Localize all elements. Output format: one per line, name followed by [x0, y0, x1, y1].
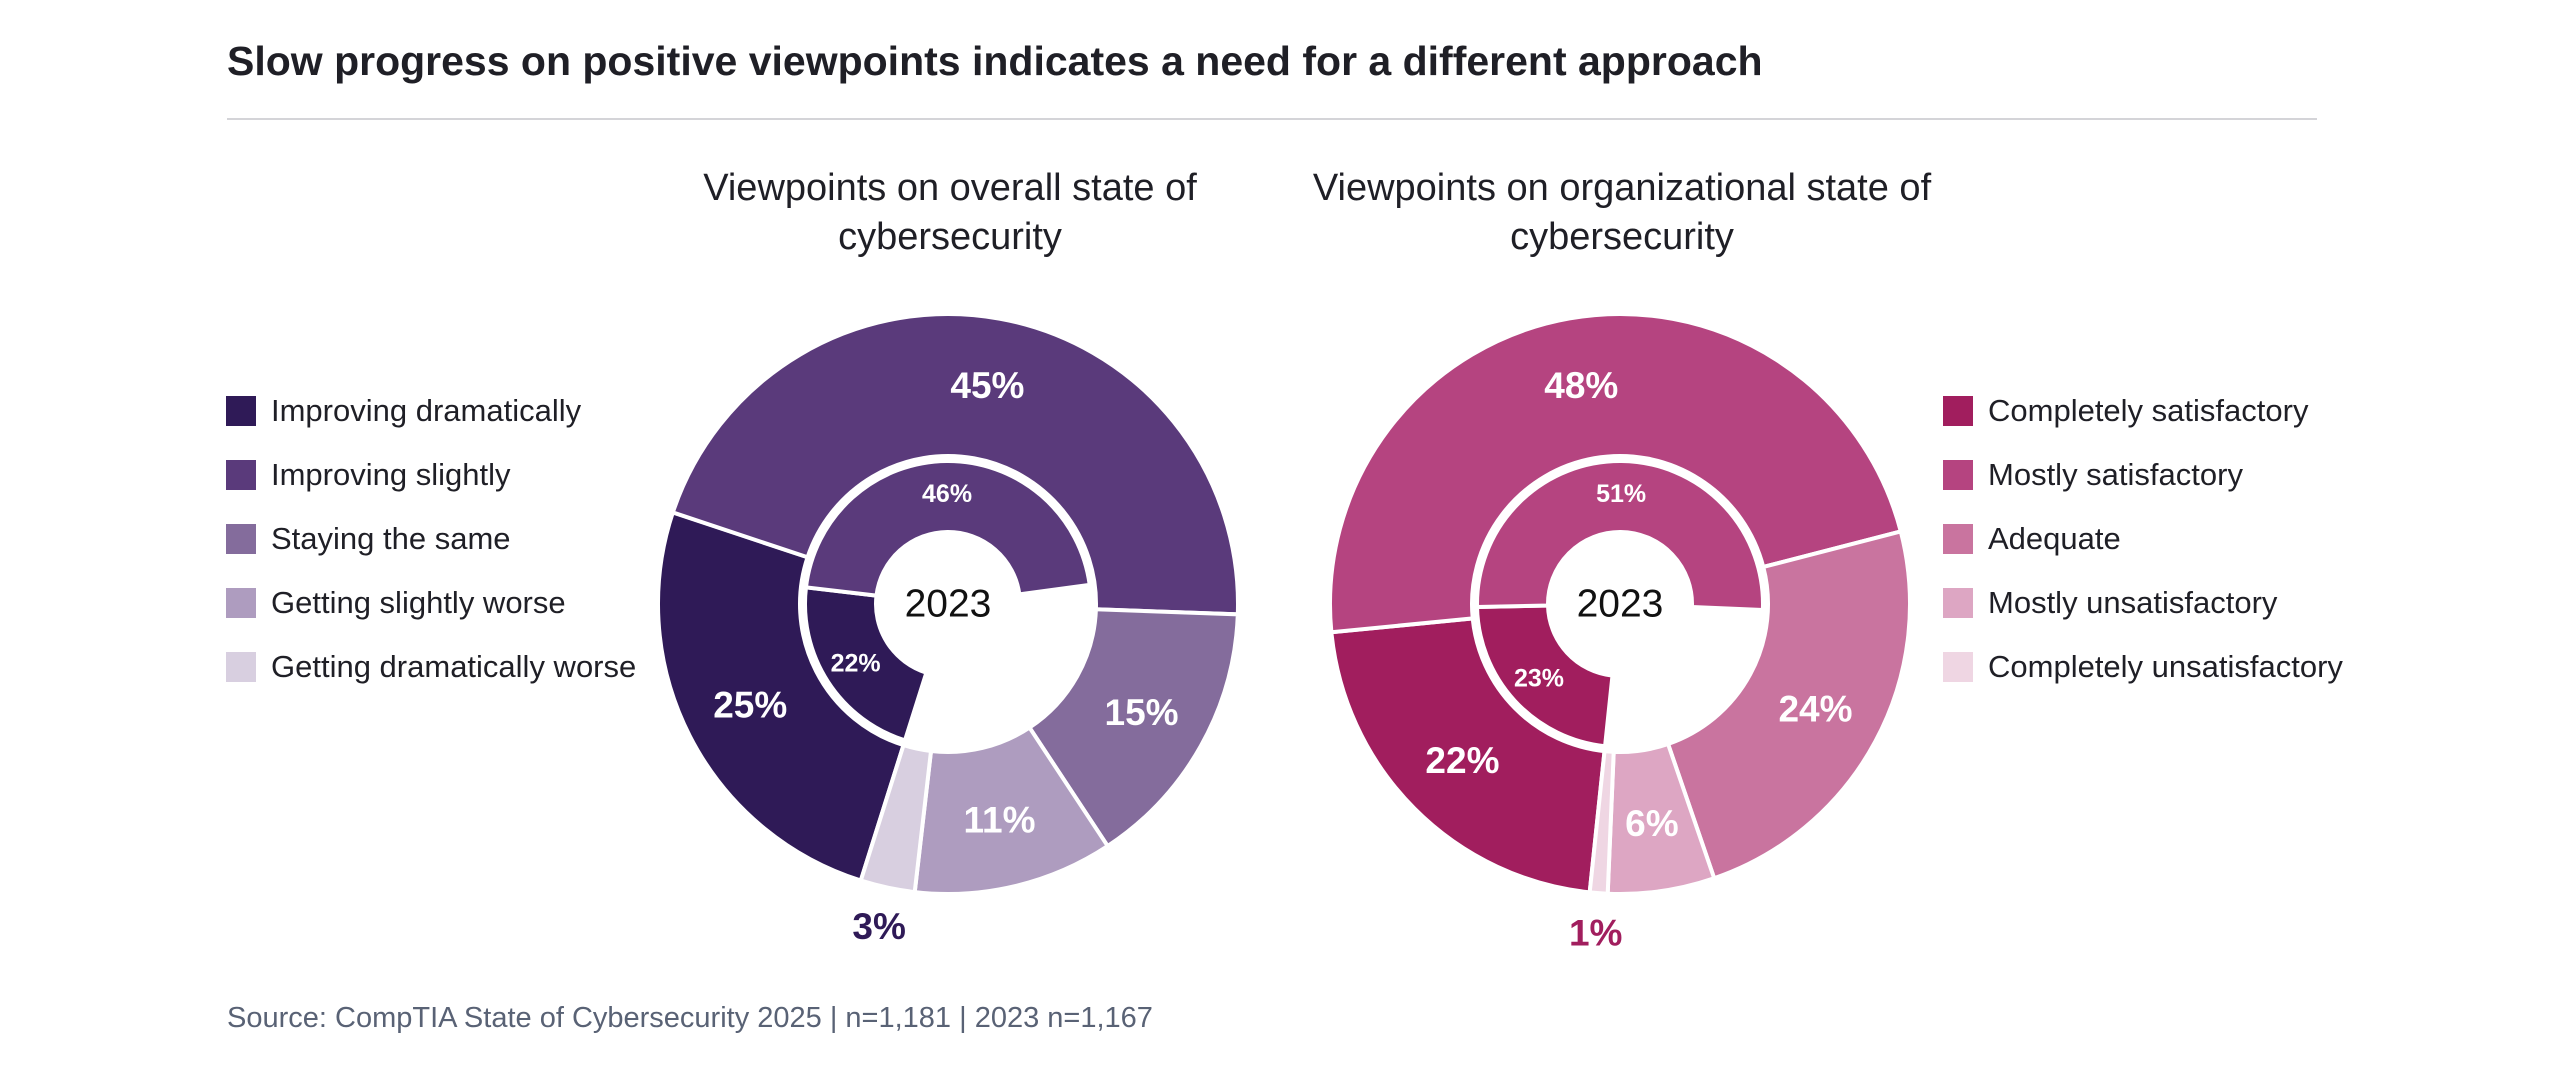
source-note: Source: CompTIA State of Cybersecurity 2…	[227, 1002, 1153, 1034]
outer-slice-5	[858, 742, 934, 895]
center-year-label: 2023	[1577, 583, 1664, 626]
page-title: Slow progress on positive viewpoints ind…	[227, 38, 1763, 84]
outer-slice-label: 25%	[713, 684, 787, 725]
legend-swatch	[226, 588, 256, 618]
legend-label: Improving dramatically	[271, 393, 582, 428]
legend-swatch	[1943, 396, 1973, 426]
inner-slice-1	[803, 585, 929, 743]
outer-slice-label: 22%	[1425, 740, 1499, 781]
legend-swatch	[1943, 524, 1973, 554]
inner-slice-label: 46%	[922, 480, 972, 508]
legend-swatch	[226, 652, 256, 682]
outer-slice-2	[1328, 312, 1904, 635]
outer-slice-label: 24%	[1778, 689, 1852, 730]
legend-label: Adequate	[1988, 521, 2121, 556]
legend-label: Getting slightly worse	[271, 585, 566, 620]
legend-swatch	[226, 396, 256, 426]
legend-label: Completely satisfactory	[1988, 393, 2309, 428]
inner-slice-2	[803, 459, 1092, 598]
donut-organizational: 22% 48% 24% 6% 1% 23% 51% 2023	[1328, 312, 1912, 954]
outer-slice-label: 15%	[1105, 692, 1179, 733]
outer-slice-label: 1%	[1569, 913, 1622, 954]
center-year-label: 2023	[905, 583, 992, 626]
inner-slice-label: 51%	[1596, 480, 1646, 508]
outer-slice-label: 11%	[963, 799, 1035, 840]
legend-swatch	[226, 460, 256, 490]
legend-label: Getting dramatically worse	[271, 649, 637, 684]
outer-slice-1	[1329, 616, 1607, 895]
chart-title-overall: Viewpoints on overall state of cybersecu…	[703, 167, 1197, 258]
inner-slice-1	[1474, 603, 1615, 749]
legend-label: Completely unsatisfactory	[1988, 649, 2343, 684]
legend-label: Improving slightly	[271, 457, 511, 492]
donut-overall: 25% 45% 15% 11% 3% 22% 46% 2023	[656, 311, 1240, 947]
inner-slice-2	[1475, 458, 1765, 613]
outer-slice-2	[670, 311, 1240, 617]
inner-slice-label: 23%	[1514, 664, 1564, 692]
outer-slice-label: 45%	[950, 365, 1024, 406]
legend-swatch	[1943, 652, 1973, 682]
outer-slice-label: 48%	[1544, 365, 1618, 406]
legend-swatch	[1943, 460, 1973, 490]
outer-slice-3	[1665, 528, 1912, 881]
outer-slice-5	[1587, 748, 1616, 896]
legend-swatch	[1943, 588, 1973, 618]
outer-slice-label: 6%	[1625, 803, 1678, 844]
legend-label: Staying the same	[271, 521, 511, 556]
chart-title-organizational: Viewpoints on organizational state of cy…	[1312, 167, 1932, 258]
legend-label: Mostly unsatisfactory	[1988, 585, 2278, 620]
legend-swatch	[226, 524, 256, 554]
outer-slice-3	[1026, 607, 1240, 849]
outer-slice-1	[656, 509, 907, 884]
inner-slice-label: 22%	[831, 650, 881, 678]
outer-slice-label: 3%	[852, 906, 905, 947]
title-divider	[227, 118, 2317, 120]
legend-label: Mostly satisfactory	[1988, 457, 2243, 492]
